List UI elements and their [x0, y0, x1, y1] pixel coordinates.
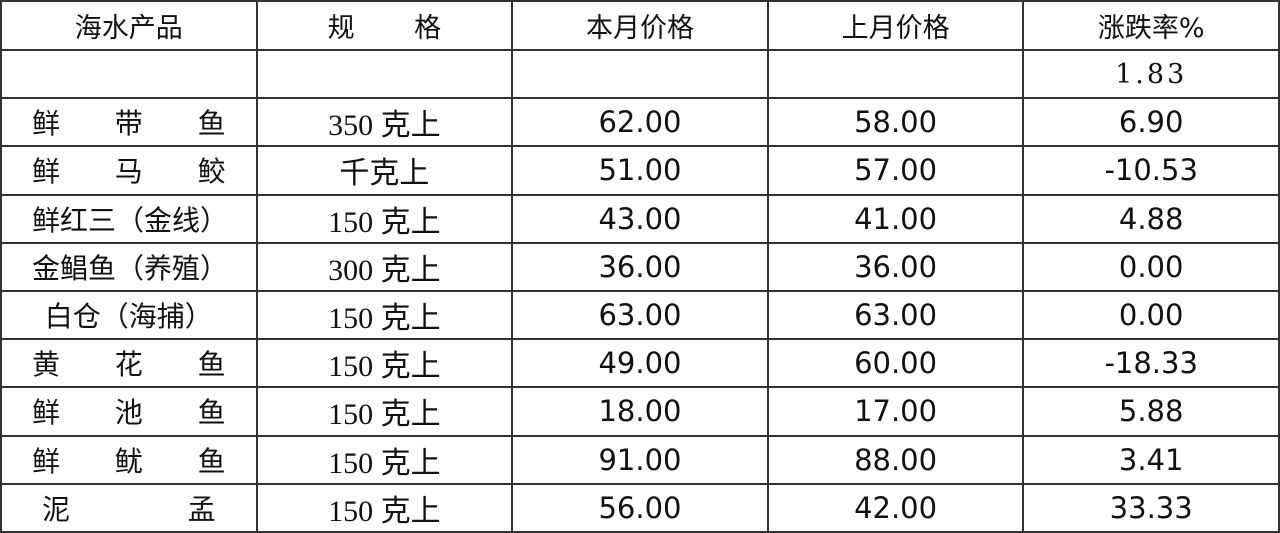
previous-price: 88.00: [766, 434, 1025, 485]
summary-row: 1.83: [0, 48, 1280, 100]
spec: 150 克上: [255, 434, 514, 485]
change-rate: 0.00: [1022, 289, 1280, 341]
table-row: 鲜鱿鱼 150 克上 91.00 88.00 3.41: [0, 434, 1280, 485]
product-name: 鲜鱿鱼: [0, 434, 258, 485]
previous-price: 57.00: [766, 145, 1025, 196]
summary-empty: [255, 48, 514, 100]
current-price: 63.00: [511, 289, 769, 341]
header-row: 海水产品 规格 本月价格 上月价格 涨跌率%: [0, 0, 1280, 51]
product-name: 泥孟: [0, 482, 258, 533]
header-previous-price: 上月价格: [766, 0, 1025, 51]
product-name: 金鲳鱼（养殖）: [0, 241, 258, 292]
change-rate: 5.88: [1022, 386, 1280, 437]
current-price: 49.00: [511, 338, 769, 389]
current-price: 43.00: [511, 193, 769, 244]
spec: 300 克上: [255, 241, 514, 292]
table-row: 鲜池鱼 150 克上 18.00 17.00 5.88: [0, 386, 1280, 437]
change-rate: 0.00: [1022, 241, 1280, 292]
previous-price: 41.00: [766, 193, 1025, 244]
current-price: 51.00: [511, 145, 769, 196]
table-row: 金鲳鱼（养殖） 300 克上 36.00 36.00 0.00: [0, 241, 1280, 292]
spec: 千克上: [255, 145, 514, 196]
table-row: 白仓（海捕） 150 克上 63.00 63.00 0.00: [0, 289, 1280, 341]
spec: 350 克上: [255, 97, 514, 148]
previous-price: 60.00: [766, 338, 1025, 389]
previous-price: 36.00: [766, 241, 1025, 292]
product-name: 鲜马鲛: [0, 145, 258, 196]
change-rate: 3.41: [1022, 434, 1280, 485]
table-row: 泥孟 150 克上 56.00 42.00 33.33: [0, 482, 1280, 533]
previous-price: 17.00: [766, 386, 1025, 437]
product-name: 白仓（海捕）: [0, 289, 258, 341]
summary-empty: [0, 48, 258, 100]
header-spec: 规格: [255, 0, 514, 51]
change-rate: -10.53: [1022, 145, 1280, 196]
product-name: 鲜红三（金线）: [0, 193, 258, 244]
spec: 150 克上: [255, 193, 514, 244]
header-product: 海水产品: [0, 0, 258, 51]
product-name: 鲜池鱼: [0, 386, 258, 437]
previous-price: 63.00: [766, 289, 1025, 341]
change-rate: 33.33: [1022, 482, 1280, 533]
previous-price: 42.00: [766, 482, 1025, 533]
table-row: 鲜红三（金线） 150 克上 43.00 41.00 4.88: [0, 193, 1280, 244]
spec: 150 克上: [255, 338, 514, 389]
table-row: 鲜带鱼 350 克上 62.00 58.00 6.90: [0, 97, 1280, 148]
spec: 150 克上: [255, 289, 514, 341]
current-price: 91.00: [511, 434, 769, 485]
summary-empty: [511, 48, 769, 100]
current-price: 56.00: [511, 482, 769, 533]
product-name: 鲜带鱼: [0, 97, 258, 148]
header-current-price: 本月价格: [511, 0, 769, 51]
change-rate: 4.88: [1022, 193, 1280, 244]
spec: 150 克上: [255, 386, 514, 437]
summary-empty: [766, 48, 1025, 100]
table-row: 鲜马鲛 千克上 51.00 57.00 -10.53: [0, 145, 1280, 196]
summary-change: 1.83: [1022, 48, 1280, 100]
change-rate: 6.90: [1022, 97, 1280, 148]
product-name: 黄花鱼: [0, 338, 258, 389]
header-change-rate: 涨跌率%: [1022, 0, 1280, 51]
current-price: 18.00: [511, 386, 769, 437]
current-price: 62.00: [511, 97, 769, 148]
spec: 150 克上: [255, 482, 514, 533]
change-rate: -18.33: [1022, 338, 1280, 389]
table-row: 黄花鱼 150 克上 49.00 60.00 -18.33: [0, 338, 1280, 389]
current-price: 36.00: [511, 241, 769, 292]
previous-price: 58.00: [766, 97, 1025, 148]
